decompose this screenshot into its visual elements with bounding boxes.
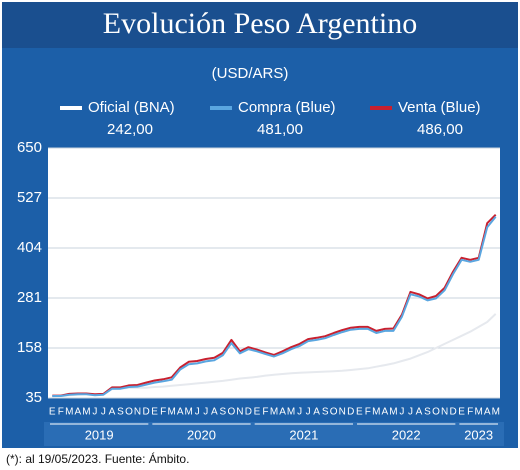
year-label: 2019 [85,427,114,442]
x-tick-label: F [58,407,64,418]
legend-label: Compra (Blue) [238,99,336,116]
x-tick-label: N [134,407,141,418]
x-tick-label: D [347,407,354,418]
x-tick-label: E [151,407,158,418]
footnote: (*): al 19/05/2023. Fuente: Ámbito. [6,451,189,466]
x-tick-label: J [306,407,311,418]
x-tick-label: J [101,407,106,418]
x-tick-label: A [211,407,218,418]
x-tick-label: O [227,407,235,418]
x-tick-label: A [177,407,184,418]
year-label: 2023 [464,427,493,442]
x-tick-label: O [330,407,338,418]
y-tick-label: 281 [17,289,42,306]
x-tick-label: M [82,407,90,418]
x-tick-label: O [125,407,133,418]
year-label: 2020 [187,427,216,442]
x-tick-label: A [279,407,286,418]
x-tick-label: J [399,407,404,418]
x-tick-label: S [117,407,124,418]
y-tick-label: 158 [17,339,42,356]
title-banner [2,2,518,48]
x-tick-label: N [236,407,243,418]
x-tick-label: N [441,407,448,418]
x-tick-label: J [297,407,302,418]
x-tick-label: D [245,407,252,418]
legend-label: Venta (Blue) [398,99,481,116]
year-band [44,422,504,446]
x-tick-label: E [458,407,465,418]
x-tick-label: A [313,407,320,418]
x-tick-label: S [322,407,329,418]
y-tick-label: 650 [17,139,42,156]
chart-subtitle: (USD/ARS) [212,65,289,82]
x-tick-label: M [372,407,380,418]
chart-title: Evolución Peso Argentino [103,7,417,40]
x-tick-label: A [109,407,116,418]
x-tick-label: A [382,407,389,418]
year-label: 2022 [392,427,421,442]
x-tick-label: M [475,407,483,418]
legend-value: 486,00 [417,121,463,138]
legend-label: Oficial (BNA) [88,99,175,116]
x-tick-label: M [167,407,175,418]
x-tick-label: S [424,407,431,418]
x-tick-label: A [75,407,82,418]
x-tick-label: M [65,407,73,418]
x-tick-label: F [467,407,473,418]
series-line [52,216,497,397]
x-tick-label: A [416,407,423,418]
y-tick-label: 527 [17,189,42,206]
x-tick-label: D [142,407,149,418]
x-tick-label: F [160,407,166,418]
x-tick-label: O [432,407,440,418]
legend-value: 481,00 [257,121,303,138]
x-tick-label: M [270,407,278,418]
x-tick-label: F [365,407,371,418]
plot-background [48,148,500,398]
legend-value: 242,00 [107,121,153,138]
x-tick-label: M [492,407,500,418]
y-tick-label: 404 [17,239,42,256]
x-tick-label: J [408,407,413,418]
x-tick-label: E [49,407,56,418]
y-tick-label: 35 [25,389,42,406]
x-tick-label: M [185,407,193,418]
x-tick-label: M [287,407,295,418]
x-tick-label: E [356,407,363,418]
x-tick-label: D [449,407,456,418]
x-tick-label: E [254,407,261,418]
x-tick-label: A [484,407,491,418]
series-line [52,213,497,397]
x-tick-label: M [389,407,397,418]
x-tick-label: J [92,407,97,418]
x-tick-label: J [195,407,200,418]
x-tick-label: F [262,407,268,418]
x-tick-label: N [339,407,346,418]
x-tick-label: S [219,407,226,418]
year-label: 2021 [289,427,318,442]
x-tick-label: J [203,407,208,418]
